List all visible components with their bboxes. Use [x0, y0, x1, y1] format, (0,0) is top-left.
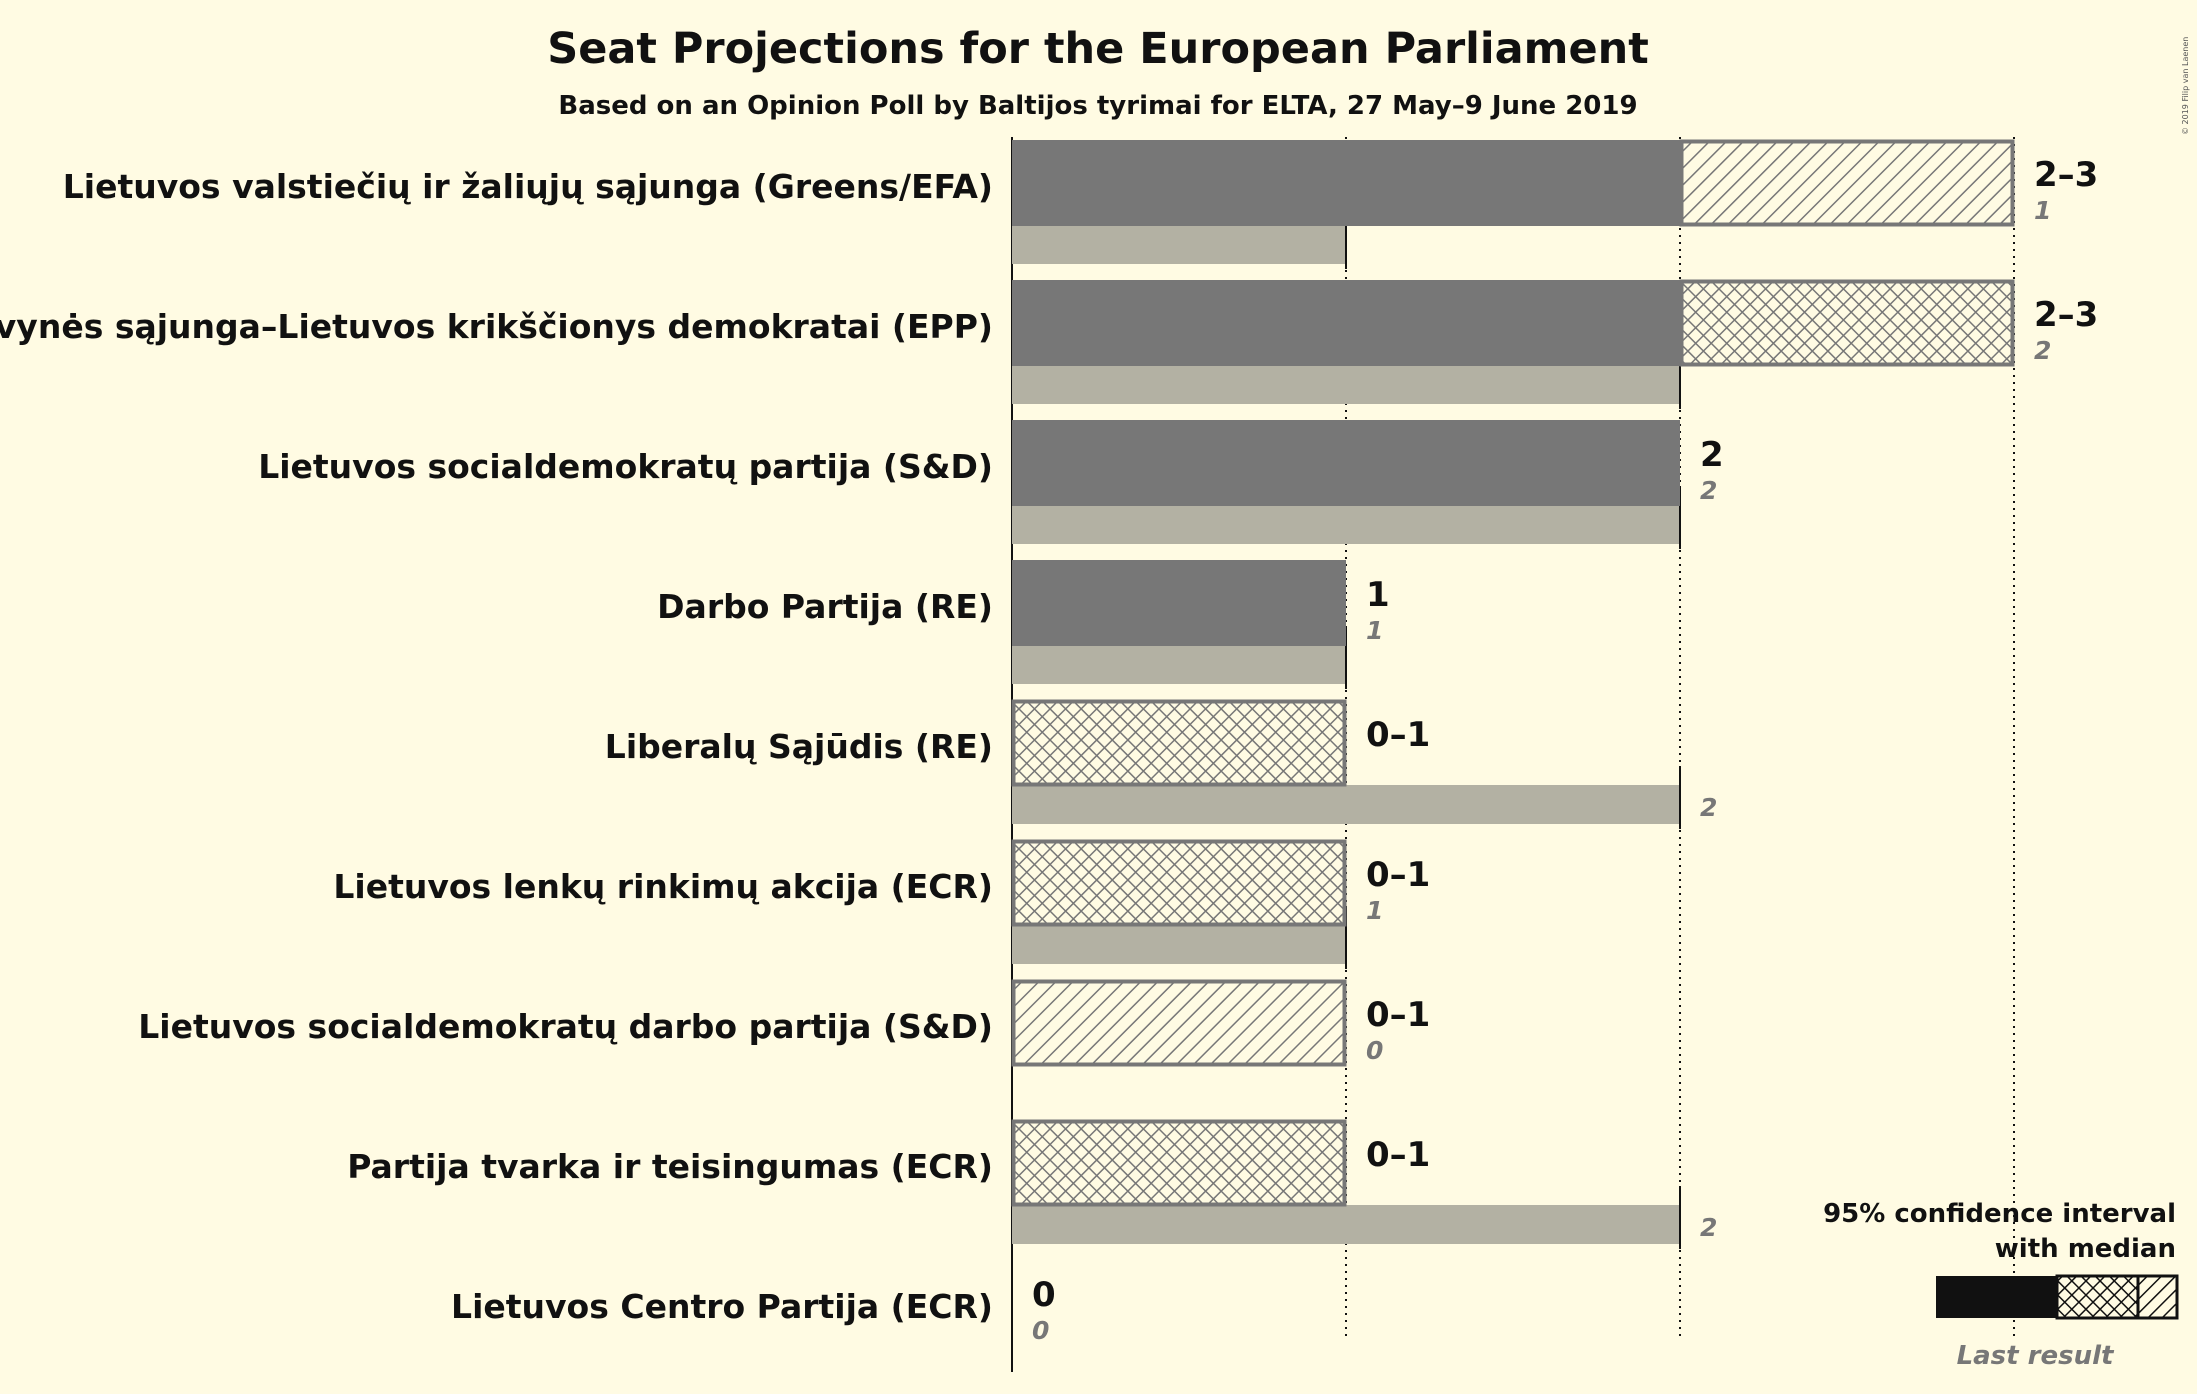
- copyright-note: © 2019 Filip van Laenen: [2181, 37, 2190, 135]
- ci-hatched-bar: [1011, 1119, 1347, 1207]
- last-result-bar: [1012, 645, 1346, 684]
- category-label: Lietuvos socialdemokratų partija (S&D): [258, 447, 993, 486]
- bars-layer: [1011, 139, 2015, 1249]
- ci-hatched-bar: [1011, 699, 1347, 787]
- range-label: 0–1: [1366, 995, 1430, 1035]
- range-label: 2–3: [2034, 295, 2098, 335]
- category-label: Lietuvos Centro Partija (ECR): [451, 1287, 993, 1326]
- last-result-bar: [1012, 925, 1346, 964]
- category-label: Liberalų Sąjūdis (RE): [605, 727, 993, 766]
- legend-cross-swatch: [2055, 1274, 2140, 1320]
- range-label: 2: [1700, 435, 1724, 475]
- ci-hatched-bar: [1011, 979, 1347, 1067]
- category-label: Lietuvos valstiečių ir žaliųjų sąjunga (…: [63, 167, 993, 206]
- last-result-label: 1: [1366, 896, 1383, 925]
- category-label: Darbo Partija (RE): [657, 587, 993, 626]
- ci-hatched-bar: [1679, 279, 2015, 367]
- range-label: 0–1: [1366, 855, 1430, 895]
- last-result-bar: [1012, 1205, 1680, 1244]
- legend-title-line2: with median: [1995, 1234, 2176, 1264]
- last-result-label: 1: [2034, 196, 2051, 225]
- range-label: 0–1: [1366, 715, 1430, 755]
- last-result-label: 1: [1366, 616, 1383, 645]
- chart-title: Seat Projections for the European Parlia…: [547, 24, 1649, 74]
- last-result-label: 2: [1700, 1213, 1717, 1242]
- category-label: Lietuvos socialdemokratų darbo partija (…: [138, 1007, 993, 1046]
- ci-hatched-bar: [1011, 839, 1347, 927]
- last-result-label: 2: [2034, 336, 2051, 365]
- legend: 95% confidence interval with median Last…: [1823, 1199, 2179, 1371]
- range-label: 1: [1366, 575, 1390, 615]
- chart-subtitle: Based on an Opinion Poll by Baltijos tyr…: [558, 91, 1637, 121]
- range-label: 0: [1032, 1275, 1056, 1315]
- range-label: 2–3: [2034, 155, 2098, 195]
- last-result-bar: [1012, 365, 1680, 404]
- last-result-bar: [1012, 785, 1680, 824]
- legend-diag-swatch: [2136, 1274, 2179, 1320]
- last-result-label: 0: [1032, 1316, 1049, 1345]
- range-label: 0–1: [1366, 1135, 1430, 1175]
- last-result-label: 2: [1700, 476, 1717, 505]
- last-result-label: 0: [1366, 1036, 1383, 1065]
- ci-solid-bar: [1012, 560, 1346, 646]
- legend-last-label: Last result: [1957, 1341, 2115, 1371]
- legend-solid-swatch: [1936, 1276, 2057, 1318]
- category-label: Lietuvos lenkų rinkimų akcija (ECR): [333, 867, 993, 906]
- ci-solid-bar: [1012, 420, 1680, 506]
- category-label: Tėvynės sąjunga–Lietuvos krikščionys dem…: [0, 307, 993, 346]
- category-label: Partija tvarka ir teisingumas (ECR): [347, 1147, 993, 1186]
- last-result-bar: [1012, 225, 1346, 264]
- last-result-label: 2: [1700, 793, 1717, 822]
- ci-hatched-bar: [1679, 139, 2015, 227]
- labels-layer: Lietuvos valstiečių ir žaliųjų sąjunga (…: [0, 155, 2098, 1345]
- legend-title-line1: 95% confidence interval: [1823, 1199, 2176, 1229]
- ci-solid-bar: [1012, 140, 1680, 226]
- last-result-bar: [1012, 505, 1680, 544]
- ci-solid-bar: [1012, 280, 1680, 366]
